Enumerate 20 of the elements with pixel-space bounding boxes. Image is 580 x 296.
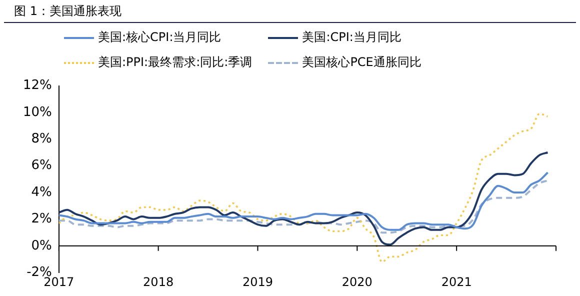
y-tick-label: 8%: [31, 132, 52, 147]
y-tick-label: 0%: [31, 238, 52, 254]
chart-title: 图 1：美国通胀表现: [4, 0, 576, 23]
line-series: [58, 112, 549, 263]
line-series: [58, 172, 549, 231]
x-tick-label: 2020: [342, 274, 372, 289]
legend-label: 美国:PPI:最终需求:同比:季调: [98, 54, 252, 71]
y-tick-label: 4%: [31, 184, 52, 200]
y-tick-label: 12%: [22, 78, 52, 94]
x-tick-label: 2018: [143, 274, 174, 289]
legend-label: 美国核心PCE通胀同比: [302, 54, 422, 71]
x-tick-label: 2021: [441, 274, 472, 289]
y-tick-label: 2%: [31, 212, 52, 227]
legend-label: 美国:CPI:当月同比: [302, 29, 402, 46]
line-series: [58, 180, 549, 234]
y-tick-label: 10%: [22, 104, 52, 120]
line-series: [58, 152, 549, 246]
y-tick-label: 6%: [31, 158, 52, 174]
x-tick-label: 2019: [242, 274, 274, 289]
legend-label: 美国:核心CPI:当月同比: [98, 29, 222, 46]
